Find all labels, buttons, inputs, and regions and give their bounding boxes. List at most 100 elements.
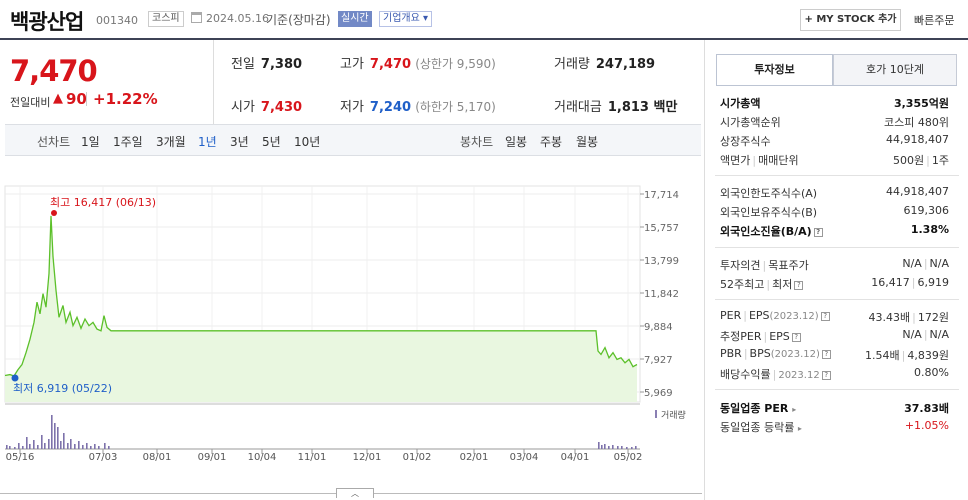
prev-close: 전일 7,380 (231, 57, 303, 72)
line-chart-label: 선차트 (37, 135, 71, 149)
opinion-row: 투자의견 | 목표주가 N/A | N/A (720, 257, 949, 272)
volume-bar (86, 443, 88, 449)
up-arrow-icon: ▲ (53, 91, 63, 106)
divider (715, 299, 959, 300)
volume-bar (108, 446, 110, 449)
help-icon[interactable]: ? (791, 332, 801, 342)
realtime-badge[interactable]: 실시간 (338, 11, 372, 27)
shares-row: 상장주식수 44,918,407 (720, 133, 949, 148)
quick-order-link[interactable]: 빠른주문 (914, 14, 955, 27)
help-icon[interactable]: ? (820, 311, 830, 321)
company-overview-label: 기업개요 (383, 13, 420, 24)
week52-row: 52주최고 | 최저? 16,417 | 6,919 (720, 276, 949, 291)
tab-10y[interactable]: 10년 (294, 135, 321, 149)
per-row: PER | EPS(2023.12)? 43.43배 | 172원 (720, 309, 949, 324)
x-tick-label: 04/01 (561, 452, 590, 463)
foreign-limit-row: 외국인한도주식수(A) 44,918,407 (720, 185, 949, 200)
tab-1w[interactable]: 1주일 (113, 135, 143, 149)
volume-bar (60, 441, 62, 449)
low-price: 저가 7,240 (하한가 5,170) (340, 100, 496, 115)
open-price: 시가 7,430 (231, 100, 303, 115)
tab-daily[interactable]: 일봉 (505, 135, 528, 149)
volume-bar (18, 443, 20, 449)
foreign-ratio-row: 외국인소진율(B/A)? 1.38% (720, 223, 949, 238)
volume-bar (601, 445, 603, 449)
volume-bar (104, 443, 106, 449)
help-icon[interactable]: ? (821, 349, 831, 359)
high-point (51, 210, 57, 216)
x-tick-label: 05/16 (6, 452, 35, 463)
collapse-toggle[interactable]: ︿ (336, 488, 374, 498)
price-line (4, 215, 638, 377)
y-tick-label: 11,842 (644, 289, 679, 300)
tab-investment-info[interactable]: 투자정보 (716, 54, 833, 86)
tab-3m[interactable]: 3개월 (156, 135, 186, 149)
volume-bar (67, 443, 69, 449)
volume-bar (626, 447, 628, 449)
candle-chart-label: 봉차트 (460, 135, 494, 149)
x-tick-label: 07/03 (89, 452, 118, 463)
add-mystock-button[interactable]: + MY STOCK 추가 (800, 9, 901, 31)
volume-legend-label: 거래량 (661, 409, 686, 421)
x-tick-label: 01/02 (403, 452, 432, 463)
price-chart[interactable]: 17,714 15,757 13,799 11,842 9,884 7,927 5,969 0… (0, 156, 702, 496)
low-point (11, 374, 19, 382)
tab-3y[interactable]: 3년 (230, 135, 249, 149)
volume-bar (70, 439, 72, 449)
volume-bar (98, 446, 100, 449)
tab-1d[interactable]: 1일 (81, 135, 100, 149)
market-badge: 코스피 (148, 11, 184, 27)
volume-bar (598, 442, 600, 449)
pbr-row: PBR | BPS(2023.12)? 1.54배 | 4,839원 (720, 347, 949, 362)
stock-header: 백광산업 001340 코스피 2024.05.16 기준(장마감) 실시간 기… (0, 0, 968, 38)
tab-monthly[interactable]: 월봉 (576, 135, 599, 149)
volume-bar (90, 446, 92, 449)
tab-5y[interactable]: 5년 (262, 135, 281, 149)
par-row: 액면가 | 매매단위 500원 | 1주 (720, 154, 949, 167)
sector-change-row[interactable]: 동일업종 등락률 ▸ +1.05% (720, 419, 949, 434)
volume-bar (57, 427, 59, 449)
volume-bar (37, 445, 39, 449)
y-tick-label: 13,799 (644, 256, 679, 267)
divider (716, 85, 957, 86)
volume-bar (41, 435, 43, 449)
help-icon[interactable]: ? (813, 227, 823, 237)
tab-weekly[interactable]: 주봉 (540, 135, 563, 149)
calendar-icon (191, 12, 202, 23)
tab-1y[interactable]: 1년 (198, 135, 217, 149)
trade-volume: 거래량 247,189 (554, 57, 656, 72)
sector-per-row[interactable]: 동일업종 PER ▸ 37.83배 (720, 402, 949, 415)
dividend-row: 배당수익률 | 2023.12? 0.80% (720, 366, 949, 381)
volume-bar (608, 446, 610, 449)
est-per-row: 추정PER | EPS? N/A | N/A (720, 328, 949, 343)
help-icon[interactable]: ? (794, 280, 804, 290)
current-price: 7,470 (10, 54, 98, 88)
volume-bar (612, 445, 614, 449)
help-icon[interactable]: ? (821, 370, 831, 380)
volume-bar (78, 441, 80, 449)
volume-bar (14, 447, 16, 449)
price-change: 90 (66, 90, 87, 108)
chart-tab-bar: 선차트 1일 1주일 3개월 1년 3년 5년 10년 봉차트 일봉 주봉 월봉 (5, 124, 701, 156)
price-area (5, 215, 637, 402)
header-divider (0, 38, 968, 40)
investment-info-panel: 투자정보 호가 10단계 시가총액 3,355억원 시가총액순위 코스피 480위 … (704, 40, 968, 500)
stock-name[interactable]: 백광산업 (10, 10, 84, 34)
volume-bar (22, 446, 24, 449)
volume-bar (6, 445, 8, 449)
volume-bar (26, 437, 28, 449)
y-tick-label: 9,884 (644, 322, 673, 333)
volume-bar (604, 444, 606, 449)
volume-bar (9, 446, 11, 449)
chevron-down-icon: ▾ (423, 13, 429, 24)
price-change-pct: +1.22% (93, 90, 158, 108)
quote-date: 2024.05.16 (206, 12, 269, 25)
volume-bar (631, 447, 633, 449)
x-tick-label: 02/01 (460, 452, 489, 463)
quote-basis: 기준(장마감) (266, 13, 331, 27)
tab-orderbook[interactable]: 호가 10단계 (833, 54, 957, 86)
company-overview-dropdown[interactable]: 기업개요 ▾ (379, 11, 433, 27)
volume-bar (33, 440, 35, 449)
divider (86, 92, 87, 106)
divider (715, 389, 959, 390)
